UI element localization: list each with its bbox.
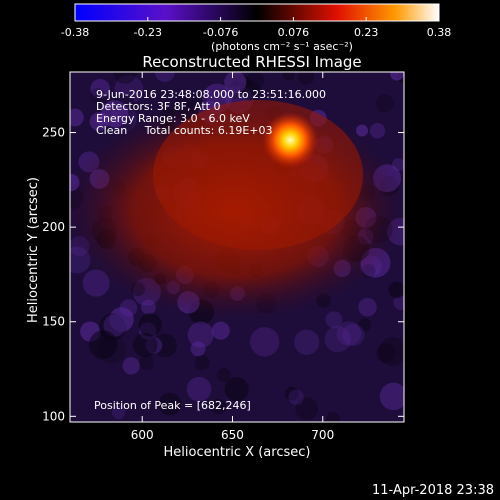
x-tick-label: 650 [221,428,244,442]
noise-blob [249,327,280,357]
colorbar-tick-label: 0.076 [278,26,310,39]
noise-blob [325,311,343,329]
noise-blob [109,307,134,332]
noise-blob [325,411,341,422]
noise-blob [358,297,377,317]
noise-blob [390,72,404,81]
noise-blob [378,337,404,366]
axis-ticks: 600 650 700 100 150 200 250 [42,72,404,442]
colorbar [74,3,440,22]
info-time-range: 9-Jun-2016 23:48:08.000 to 23:51:16.000 [96,88,326,101]
noise-blob [224,72,247,94]
x-tick-label: 700 [311,428,334,442]
info-clean-counts: Clean Total counts: 6.19E+03 [96,124,273,137]
noise-blob [324,326,351,353]
noise-blob [187,321,214,348]
noise-blob [70,108,84,127]
image-plot [70,72,404,422]
noise-blob [190,341,206,357]
noise-blob [153,333,177,358]
noise-blob [388,281,404,299]
chart-title: Reconstructed RHESSI Image [142,53,361,71]
y-tick-label: 100 [42,409,65,423]
info-energy-range: Energy Range: 3.0 - 6.0 keV [96,112,250,125]
plot-frame [69,71,405,423]
colorbar-tick-label: -0.23 [134,26,162,39]
noise-blob [393,295,404,310]
noise-blob [284,386,299,401]
noise-blob [232,74,252,94]
noise-blob [111,405,126,420]
noise-blob [90,78,110,99]
colorbar-tick-label: 0.23 [354,26,379,39]
noise-blob [113,72,137,84]
noise-blob [210,398,227,415]
colorbar-tick-label: -0.076 [203,26,238,39]
info-detectors: Detectors: 3F 8F, Att 0 [96,100,220,113]
noise-blob [298,72,315,85]
noise-blob [101,100,129,128]
noise-blob [119,299,138,317]
noise-blob [88,330,118,359]
noise-blob [132,332,158,358]
noise-blob [194,354,210,371]
noise-blob [355,124,369,137]
noise-blob [211,321,230,340]
noise-blob [226,81,244,99]
noise-blob [114,75,144,104]
noise-blob [358,318,372,332]
y-tick-label: 250 [42,126,65,140]
noise-blob [282,72,295,81]
colorbar-unit-label: (photons cm⁻² s⁻¹ asec⁻²) [211,40,353,53]
noise-blob [138,313,162,337]
noise-blob [224,377,249,402]
noise-blob [240,80,261,101]
y-tick-label: 200 [42,220,65,234]
colorbar-tick-label: 0.38 [427,26,452,39]
colorbar-ticks: -0.38 -0.23 -0.076 0.076 0.23 0.38 [61,17,451,39]
colorbar-tick-label: -0.38 [61,26,89,39]
noise-blob [158,392,182,416]
noise-blob [379,382,404,411]
timestamp: 11-Apr-2018 23:38 [372,483,494,498]
x-axis-label: Heliocentric X (arcsec) [164,445,311,460]
x-tick-label: 600 [131,428,154,442]
noise-blob [154,72,175,83]
noise-blob [375,94,395,113]
noise-blob [288,389,304,405]
noise-blob [246,72,265,90]
noise-blob [392,158,404,172]
noise-blob [103,314,127,337]
noise-blob [295,397,319,421]
noise-blob [369,123,386,139]
peak-position-label: Position of Peak = [682,246] [94,399,251,412]
noise-blob [139,355,155,371]
y-axis-label: Heliocentric Y (arcsec) [26,177,41,323]
noise-blob [216,368,231,382]
noise-blob [294,329,320,355]
y-tick-label: 150 [42,315,65,329]
noise-blob [186,376,212,402]
noise-blob [90,88,106,104]
noise-blob [122,357,140,375]
noise-blob [342,323,365,346]
peak-source [262,112,319,169]
noise-blob [376,343,396,363]
noise-blob [336,321,362,346]
